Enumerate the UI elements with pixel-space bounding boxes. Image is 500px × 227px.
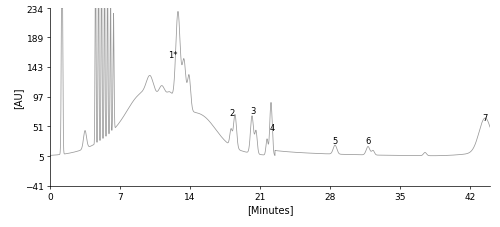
- Text: 5: 5: [332, 137, 338, 146]
- Text: 3: 3: [250, 107, 256, 116]
- Text: 1*: 1*: [168, 51, 178, 60]
- Text: 4: 4: [270, 124, 274, 133]
- Y-axis label: [AU]: [AU]: [14, 87, 24, 108]
- Text: 6: 6: [366, 137, 370, 146]
- Text: 7: 7: [482, 114, 488, 122]
- Text: 2: 2: [230, 109, 234, 118]
- X-axis label: [Minutes]: [Minutes]: [247, 204, 293, 214]
